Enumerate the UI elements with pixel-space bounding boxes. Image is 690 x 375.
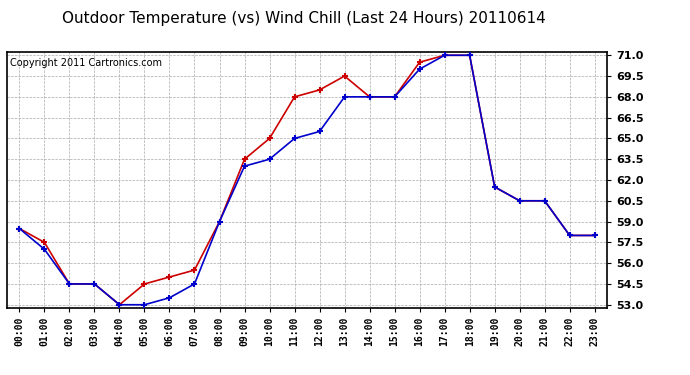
Text: Outdoor Temperature (vs) Wind Chill (Last 24 Hours) 20110614: Outdoor Temperature (vs) Wind Chill (Las… [61, 11, 546, 26]
Text: Copyright 2011 Cartronics.com: Copyright 2011 Cartronics.com [10, 58, 162, 68]
